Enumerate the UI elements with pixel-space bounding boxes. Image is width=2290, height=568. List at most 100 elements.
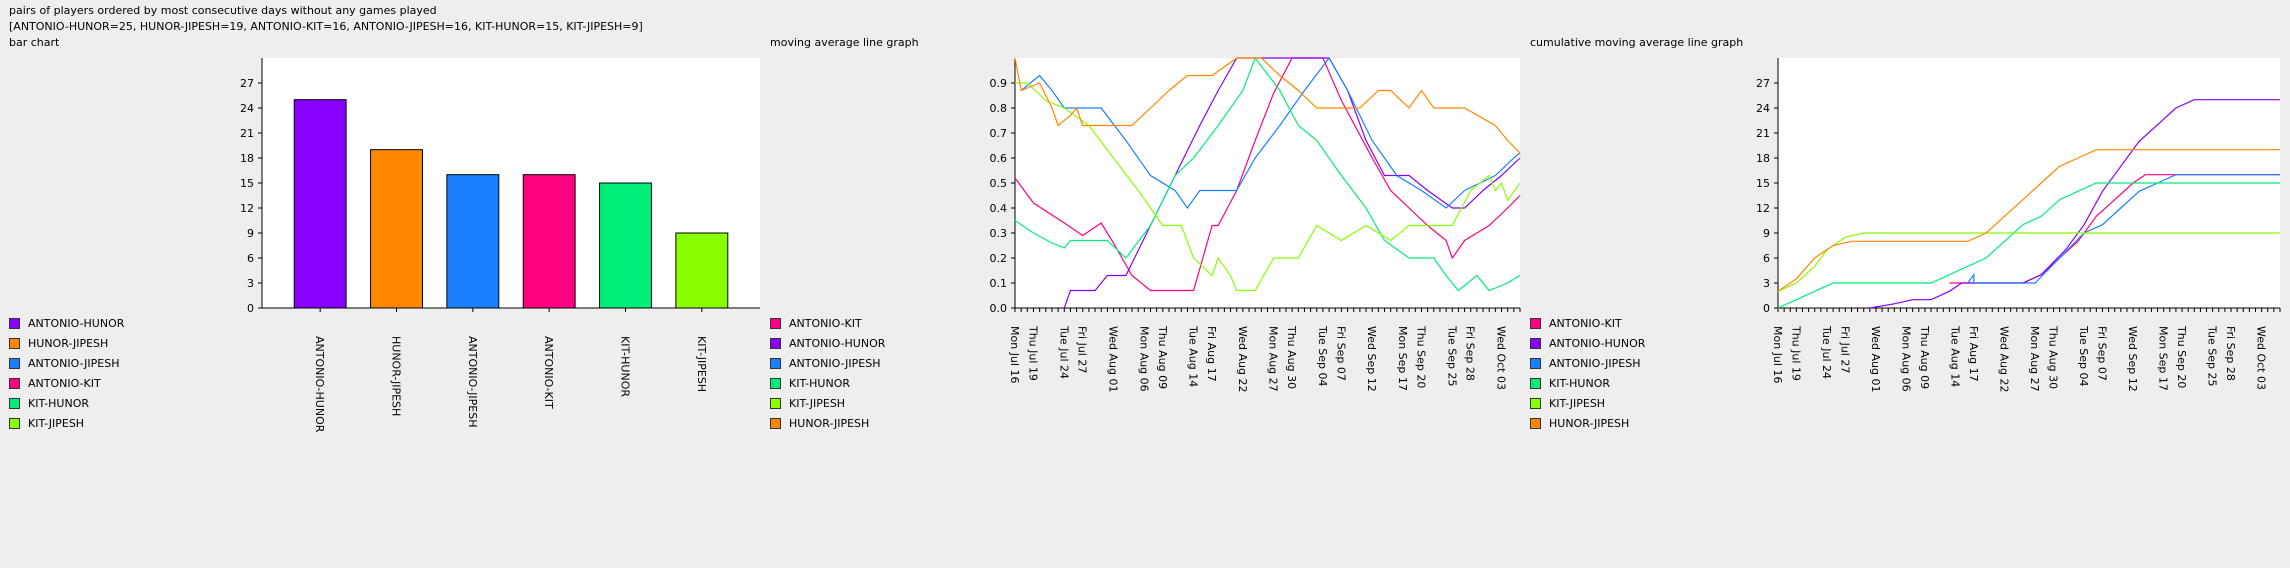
- legend-label: ANTONIO-KIT: [1549, 316, 1622, 330]
- legend-swatch: [1530, 417, 1541, 429]
- bar-antonio-hunor: [293, 99, 347, 309]
- y-tick-label: 12: [240, 202, 254, 215]
- legend-swatch: [9, 397, 20, 409]
- legend-item-kit-hunor: KIT-HUNOR: [770, 373, 885, 393]
- legend-label: HUNOR-JIPESH: [1549, 416, 1630, 430]
- x-tick-label: Thu Sep 20: [2175, 325, 2188, 388]
- legend-swatch: [1530, 377, 1541, 389]
- x-tick-label: ANTONIO-JIPESH: [466, 336, 479, 427]
- legend-item-hunor-jipesh: HUNOR-JIPESH: [770, 413, 885, 433]
- y-tick-label: 0.6: [990, 152, 1008, 165]
- x-tick-label: Mon Sep 17: [1396, 326, 1409, 391]
- y-tick-label: 0.3: [990, 227, 1008, 240]
- x-tick-label: Wed Aug 01: [1869, 326, 1882, 392]
- legend-label: KIT-HUNOR: [789, 376, 850, 390]
- bar-antonio-jipesh: [446, 174, 500, 309]
- x-tick-label: Mon Aug 27: [2028, 326, 2041, 392]
- x-tick-label: Mon Jul 16: [1008, 326, 1021, 383]
- legend-label: ANTONIO-JIPESH: [28, 356, 120, 370]
- x-tick-label: HUNOR-JIPESH: [390, 336, 403, 416]
- series-line-hunor-jipesh: [1014, 57, 1521, 154]
- y-tick-label: 6: [1763, 252, 1770, 265]
- bar-chart-legend: ANTONIO-HUNOR HUNOR-JIPESH ANTONIO-JIPESH A…: [9, 313, 124, 433]
- legend-swatch: [9, 377, 20, 389]
- legend-swatch: [9, 357, 20, 369]
- legend-label: ANTONIO-JIPESH: [789, 356, 881, 370]
- legend-swatch: [770, 377, 781, 389]
- legend-item-hunor-jipesh: HUNOR-JIPESH: [9, 333, 124, 353]
- y-tick-label: 0.7: [990, 127, 1008, 140]
- x-tick-label: KIT-HUNOR: [619, 336, 632, 397]
- legend-label: KIT-JIPESH: [28, 416, 85, 430]
- legend-swatch: [1530, 337, 1541, 349]
- header-line-1: pairs of players ordered by most consecu…: [9, 4, 437, 17]
- y-tick-label: 24: [240, 102, 254, 115]
- legend-label: HUNOR-JIPESH: [789, 416, 870, 430]
- legend-item-antonio-kit: ANTONIO-KIT: [1530, 313, 1645, 333]
- series-line-hunor-jipesh: [1777, 149, 2280, 292]
- x-tick-label: Tue Aug 14: [1187, 325, 1200, 387]
- y-tick-label: 0.2: [990, 252, 1008, 265]
- y-tick-label: 24: [1756, 102, 1770, 115]
- legend-item-kit-jipesh: KIT-JIPESH: [9, 413, 124, 433]
- y-tick-label: 0.4: [990, 202, 1008, 215]
- series-line-kit-jipesh: [1015, 82, 1521, 292]
- x-tick-label: Thu Aug 09: [1918, 325, 1931, 389]
- y-tick-label: 18: [1756, 152, 1770, 165]
- x-tick-label: Fri Jul 27: [1076, 326, 1089, 373]
- legend-label: ANTONIO-HUNOR: [28, 316, 125, 330]
- x-tick-label: Mon Aug 06: [1900, 326, 1913, 392]
- legend-swatch: [770, 397, 781, 409]
- legend-label: ANTONIO-HUNOR: [1549, 336, 1646, 350]
- legend-item-kit-jipesh: KIT-JIPESH: [1530, 393, 1645, 413]
- x-tick-label: Fri Aug 17: [1967, 326, 1980, 382]
- series-line-antonio-jipesh: [1020, 56, 1521, 210]
- cumulative-average-title: cumulative moving average line graph: [1530, 36, 1744, 49]
- legend-item-kit-hunor: KIT-HUNOR: [1530, 373, 1645, 393]
- x-tick-label: Fri Sep 07: [1334, 326, 1347, 381]
- x-tick-label: Mon Sep 17: [2157, 326, 2170, 391]
- x-tick-label: Mon Jul 16: [1771, 326, 1784, 383]
- y-tick-label: 21: [240, 127, 254, 140]
- x-tick-label: Tue Sep 25: [2206, 325, 2219, 387]
- legend-item-antonio-kit: ANTONIO-KIT: [9, 373, 124, 393]
- y-tick-label: 0.0: [990, 302, 1008, 315]
- series-line-kit-hunor: [1777, 182, 2280, 309]
- x-tick-label: Thu Aug 30: [1285, 325, 1298, 389]
- x-tick-label: Wed Oct 03: [1495, 326, 1508, 390]
- legend-label: ANTONIO-JIPESH: [1549, 356, 1641, 370]
- x-tick-label: Thu Sep 20: [1414, 325, 1427, 388]
- legend-swatch: [770, 317, 781, 329]
- y-tick-label: 27: [240, 77, 254, 90]
- legend-item-antonio-kit: ANTONIO-KIT: [770, 313, 885, 333]
- legend-item-antonio-hunor: ANTONIO-HUNOR: [1530, 333, 1645, 353]
- legend-item-kit-jipesh: KIT-JIPESH: [770, 393, 885, 413]
- y-tick-label: 6: [247, 252, 254, 265]
- legend-label: ANTONIO-HUNOR: [789, 336, 886, 350]
- y-tick-label: 15: [1756, 177, 1770, 190]
- legend-label: KIT-JIPESH: [1549, 396, 1606, 410]
- legend-item-antonio-jipesh: ANTONIO-JIPESH: [1530, 353, 1645, 373]
- x-tick-label: Wed Sep 12: [2126, 326, 2139, 392]
- legend-label: KIT-HUNOR: [28, 396, 89, 410]
- x-tick-label: Fri Jul 27: [1838, 326, 1851, 373]
- bar-kit-jipesh: [675, 232, 729, 309]
- x-tick-label: KIT-JIPESH: [695, 336, 708, 392]
- x-tick-label: Thu Jul 19: [1026, 325, 1039, 381]
- y-tick-label: 3: [247, 277, 254, 290]
- legend-label: ANTONIO-KIT: [789, 316, 862, 330]
- plot-area: [1015, 58, 1520, 308]
- y-tick-label: 15: [240, 177, 254, 190]
- x-tick-label: Mon Aug 27: [1267, 326, 1280, 392]
- x-tick-label: Thu Aug 09: [1156, 325, 1169, 389]
- y-tick-label: 0: [1763, 302, 1770, 315]
- legend-swatch: [9, 337, 20, 349]
- y-tick-label: 9: [1763, 227, 1770, 240]
- legend-label: KIT-JIPESH: [789, 396, 846, 410]
- x-tick-label: Mon Aug 06: [1137, 326, 1150, 392]
- legend-swatch: [9, 317, 20, 329]
- x-tick-label: Thu Aug 30: [2046, 325, 2059, 389]
- x-tick-label: Wed Oct 03: [2255, 326, 2268, 390]
- legend-swatch: [770, 337, 781, 349]
